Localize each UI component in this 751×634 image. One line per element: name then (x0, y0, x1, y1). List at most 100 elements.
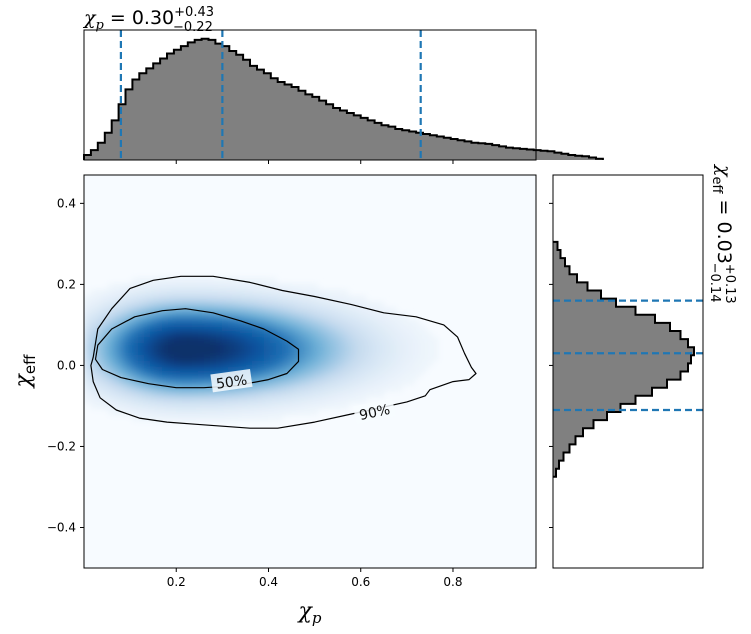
density-cell (294, 355, 301, 362)
density-cell (186, 391, 193, 398)
density-cell (90, 301, 97, 308)
density-cell (426, 337, 433, 344)
density-cell (384, 373, 391, 380)
density-cell (252, 415, 259, 422)
density-cell (312, 361, 319, 368)
density-cell (246, 337, 253, 344)
density-cell (192, 319, 199, 326)
density-cell (240, 391, 247, 398)
density-cell (360, 343, 367, 350)
density-cell (234, 301, 241, 308)
density-cell (282, 301, 289, 308)
density-cell (372, 379, 379, 386)
density-cell (324, 361, 331, 368)
density-cell (222, 331, 229, 338)
density-cell (324, 391, 331, 398)
density-cell (168, 289, 175, 296)
density-cell (312, 289, 319, 296)
density-cell (258, 331, 265, 338)
density-cell (162, 337, 169, 344)
density-cell (114, 397, 121, 404)
density-cell (138, 295, 145, 302)
density-cell (120, 283, 127, 290)
density-cell (198, 391, 205, 398)
density-cell (366, 337, 373, 344)
density-cell (192, 415, 199, 422)
density-cell (276, 301, 283, 308)
density-cell (372, 349, 379, 356)
density-cell (174, 289, 181, 296)
density-cell (252, 307, 259, 314)
density-cell (390, 319, 397, 326)
density-cell (426, 355, 433, 362)
density-cell (276, 403, 283, 410)
density-cell (306, 349, 313, 356)
density-cell (96, 379, 103, 386)
density-cell (414, 361, 421, 368)
density-cell (210, 307, 217, 314)
density-cell (360, 295, 367, 302)
density-cell (288, 301, 295, 308)
density-cell (252, 343, 259, 350)
density-cell (198, 295, 205, 302)
density-cell (120, 349, 127, 356)
density-cell (120, 367, 127, 374)
density-cell (396, 325, 403, 332)
density-cell (222, 391, 229, 398)
density-cell (168, 331, 175, 338)
density-cell (264, 277, 271, 284)
density-cell (366, 331, 373, 338)
density-cell (336, 325, 343, 332)
density-cell (234, 355, 241, 362)
density-cell (162, 301, 169, 308)
density-cell (324, 337, 331, 344)
density-cell (282, 361, 289, 368)
density-cell (300, 391, 307, 398)
density-cell (258, 391, 265, 398)
density-cell (246, 319, 253, 326)
density-cell (96, 373, 103, 380)
density-cell (348, 343, 355, 350)
density-cell (396, 349, 403, 356)
x-tick-label: 0.8 (443, 575, 462, 589)
density-cell (96, 349, 103, 356)
density-cell (234, 325, 241, 332)
density-cell (282, 313, 289, 320)
density-cell (222, 367, 229, 374)
density-cell (372, 313, 379, 320)
density-cell (264, 319, 271, 326)
density-cell (282, 343, 289, 350)
density-cell (168, 313, 175, 320)
density-cell (144, 331, 151, 338)
density-cell (192, 295, 199, 302)
density-cell (342, 361, 349, 368)
density-cell (102, 385, 109, 392)
density-cell (192, 325, 199, 332)
density-cell (294, 385, 301, 392)
density-cell (132, 385, 139, 392)
density-cell (378, 355, 385, 362)
density-cell (138, 373, 145, 380)
density-cell (294, 409, 301, 416)
density-cell (102, 331, 109, 338)
density-cell (342, 325, 349, 332)
density-cell (186, 379, 193, 386)
density-cell (348, 373, 355, 380)
density-cell (252, 367, 259, 374)
density-cell (204, 283, 211, 290)
density-cell (354, 361, 361, 368)
density-cell (162, 391, 169, 398)
density-cell (246, 385, 253, 392)
density-cell (198, 367, 205, 374)
density-cell (366, 373, 373, 380)
density-cell (228, 343, 235, 350)
density-cell (342, 337, 349, 344)
density-cell (204, 313, 211, 320)
top-marginal-panel: χp = 0.30+0.43 −0.22 (82, 5, 604, 164)
density-cell (354, 385, 361, 392)
density-cell (270, 313, 277, 320)
density-cell (288, 349, 295, 356)
density-cell (198, 397, 205, 404)
density-cell (156, 355, 163, 362)
density-cell (378, 301, 385, 308)
